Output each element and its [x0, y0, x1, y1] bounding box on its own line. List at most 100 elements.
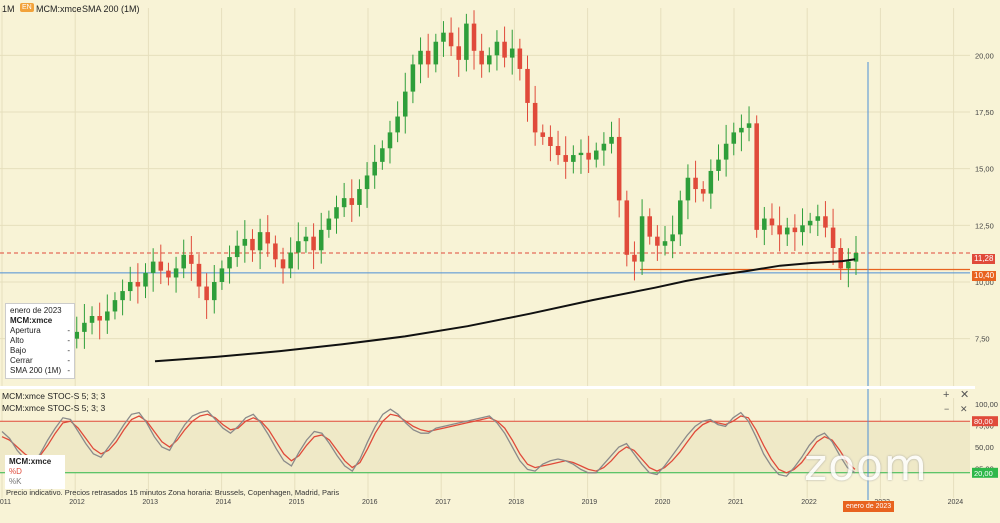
- close-oscillator-icon[interactable]: ✕: [960, 404, 968, 414]
- band-tag-label: 20,00: [974, 469, 993, 478]
- candle-body: [647, 216, 653, 237]
- x-tick-label: 2018: [508, 499, 524, 506]
- legend-row-value: -: [67, 366, 70, 375]
- candle-body: [548, 136, 553, 146]
- add-panel-icon[interactable]: +: [943, 389, 950, 401]
- candle-body: [395, 116, 400, 133]
- panel-separator[interactable]: [0, 386, 975, 389]
- candle-body: [418, 50, 423, 65]
- candle-body: [494, 41, 500, 56]
- oscillator-legend: MCM:xmce %D %K: [5, 455, 65, 489]
- candle-body: [158, 261, 164, 271]
- legend-date: enero de 2023: [10, 306, 62, 315]
- x-tick-label: 2013: [142, 499, 158, 506]
- candle-body: [318, 229, 324, 251]
- minimize-panel-icon[interactable]: −: [944, 404, 950, 414]
- current-price-tag: 11,28: [972, 254, 996, 264]
- osc-legend-symbol: MCM:xmce: [9, 457, 52, 466]
- support-price-tag: 10,40: [972, 271, 997, 281]
- candle-body: [441, 32, 446, 42]
- oscillator-header-a: MCM:xmce STOC-S 5; 3; 3: [2, 391, 106, 401]
- candle-body: [777, 225, 782, 235]
- candle-body: [792, 227, 798, 233]
- candle-body: [800, 225, 805, 233]
- candle-body: [448, 32, 454, 47]
- interval-label[interactable]: 1M: [2, 4, 15, 14]
- x-tick-label: 2024: [948, 499, 964, 506]
- candle-body: [273, 243, 278, 260]
- candle-body: [655, 236, 660, 246]
- candle-body: [196, 263, 202, 287]
- y-tick-label: 10,00: [975, 278, 994, 287]
- y-tick-label: 17,50: [975, 108, 994, 117]
- candle-body: [97, 316, 102, 321]
- candle-body: [853, 252, 859, 262]
- candle-body: [242, 238, 248, 246]
- candle-body: [204, 286, 209, 301]
- axes: 2011 2012 2013 2014 2015 2016 2017 2018 2019 2020…: [0, 51, 998, 506]
- candle-body: [112, 300, 118, 312]
- candle-body: [464, 23, 469, 60]
- candle-body: [425, 50, 431, 65]
- candle-body: [433, 41, 439, 65]
- candle-body: [624, 200, 630, 255]
- candle-body: [74, 331, 80, 339]
- legend-row-value: -: [67, 346, 70, 355]
- candle-body: [586, 152, 591, 160]
- candle-body: [784, 227, 790, 235]
- symbol-label: MCM:xmce: [36, 4, 82, 14]
- x-tick-label: 2022: [801, 499, 817, 506]
- candle-body: [364, 175, 370, 190]
- candle-body: [700, 189, 706, 194]
- x-tick-label: 2011: [0, 499, 11, 506]
- candle-body: [609, 136, 614, 144]
- y-tick-label: 15,00: [975, 165, 994, 174]
- candle-body: [372, 161, 377, 176]
- candle-body: [166, 270, 171, 278]
- x-tick-label: 2017: [435, 499, 451, 506]
- candle-body: [120, 291, 125, 301]
- candle-body: [288, 252, 293, 269]
- legend-row: Alto -: [10, 336, 70, 346]
- legend-row: Bajo -: [10, 346, 70, 356]
- candle-body: [555, 146, 561, 156]
- candle-body: [280, 259, 286, 269]
- x-tick-label: 2012: [69, 499, 85, 506]
- candle-body: [815, 216, 821, 221]
- candle-body: [639, 216, 645, 262]
- candle-body: [410, 64, 416, 92]
- candle-body: [769, 218, 775, 226]
- candle-body: [349, 198, 355, 205]
- candle-body: [487, 55, 492, 65]
- candle-body: [135, 282, 141, 287]
- close-panel-icon[interactable]: ✕: [960, 389, 970, 401]
- series-k: [1, 408, 856, 477]
- osc-legend-k: %K: [9, 477, 22, 486]
- language-badge[interactable]: EN: [20, 3, 34, 12]
- candle-body: [540, 132, 546, 137]
- sma-200-series: [154, 258, 856, 363]
- candle-body: [234, 245, 240, 258]
- candle-body: [89, 316, 95, 323]
- candle-body: [143, 272, 148, 287]
- candle-body: [563, 155, 568, 162]
- candlestick-series: [5, 10, 859, 367]
- candle-body: [823, 216, 828, 228]
- indicator-label[interactable]: SMA 200 (1M): [82, 4, 140, 14]
- legend-row-label: Cerrar: [10, 356, 33, 365]
- osc-legend-d: %D: [9, 467, 22, 476]
- candle-body: [731, 132, 737, 144]
- candle-body: [127, 282, 133, 292]
- candle-body: [150, 261, 156, 273]
- candle-body: [754, 123, 759, 230]
- x-tick-label: 2015: [289, 499, 305, 506]
- band-tag-label: 80,00: [974, 417, 993, 426]
- candle-body: [296, 241, 301, 253]
- candle-body: [723, 143, 729, 160]
- band-tag: [972, 467, 998, 478]
- candle-body: [739, 127, 744, 133]
- x-tick-label: 2016: [362, 499, 378, 506]
- candle-body: [838, 248, 843, 269]
- candle-body: [571, 155, 576, 162]
- candle-body: [593, 150, 599, 160]
